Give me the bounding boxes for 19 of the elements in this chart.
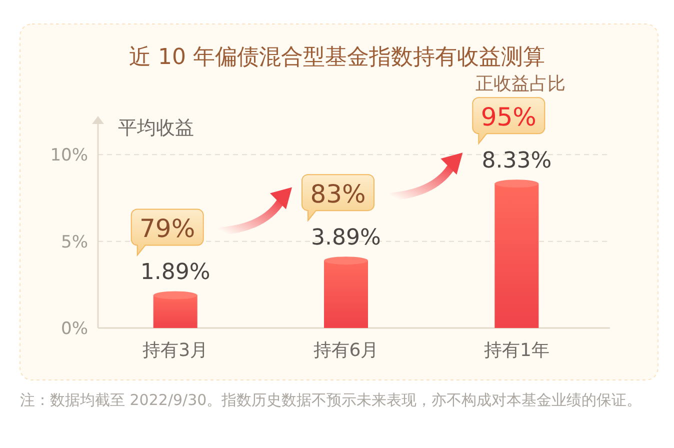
y-tick-label: 10%: [50, 146, 88, 166]
x-tick-label: 持有1年: [484, 340, 550, 361]
y-tick-label: 0%: [61, 319, 88, 339]
annotation: 79%: [140, 214, 196, 244]
x-tick-label: 持有3月: [142, 340, 208, 361]
y-axis-title: 平均收益: [118, 117, 194, 139]
y-tick-label: 5%: [61, 232, 88, 252]
data-label: 1.89%: [140, 260, 210, 286]
data-label: 8.33%: [482, 148, 552, 174]
callout: 95%: [472, 97, 546, 144]
callout: 79%: [130, 208, 204, 256]
text: 正收益占比: [476, 74, 566, 95]
annotation: 95%: [480, 102, 536, 132]
chart-title: 近 10 年偏债混合型基金指数持有收益测算: [129, 45, 545, 70]
callout: 83%: [302, 174, 374, 222]
data-label: 3.89%: [311, 226, 381, 251]
annotation: 83%: [310, 180, 366, 209]
x-tick-label: 持有6月: [313, 340, 379, 361]
text: 注：数据均截至 2022/9/30。指数历史数据不预示未来表现，亦不构成对本基金业绩的保证。: [20, 390, 643, 411]
